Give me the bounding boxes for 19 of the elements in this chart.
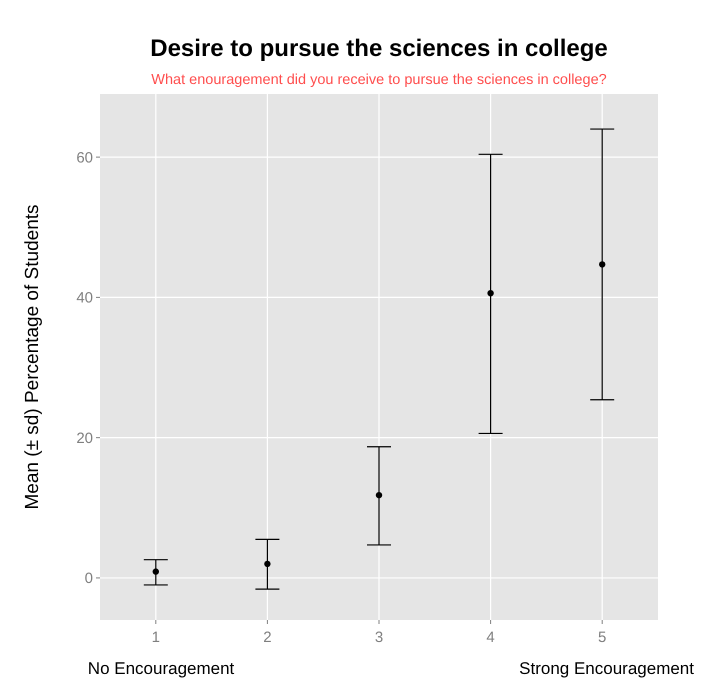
point [376,492,382,498]
y-tick-label: 60 [76,149,93,166]
y-axis-title: Mean (± sd) Percentage of Students [22,204,43,510]
y-tick-label: 20 [76,430,93,447]
x-tick-label: 5 [598,629,606,646]
text: No Encouragement [88,659,235,678]
y-tick-label: 40 [76,290,93,307]
x-tick-label: 4 [486,629,495,646]
point [487,290,494,296]
point [152,568,159,575]
x-tick-label: 1 [152,629,160,646]
x-tick-label: 3 [374,629,384,646]
point [599,261,606,268]
point [264,560,271,568]
text: Strong Encouragement [519,659,694,678]
chart-subtitle: What enouragement did you receive to pursue the sciences in college? [151,72,607,88]
chart-title: Desire to pursue the sciences in college [150,35,608,62]
x-tick-label: 2 [263,629,272,646]
y-tick-label: 0 [84,570,93,588]
